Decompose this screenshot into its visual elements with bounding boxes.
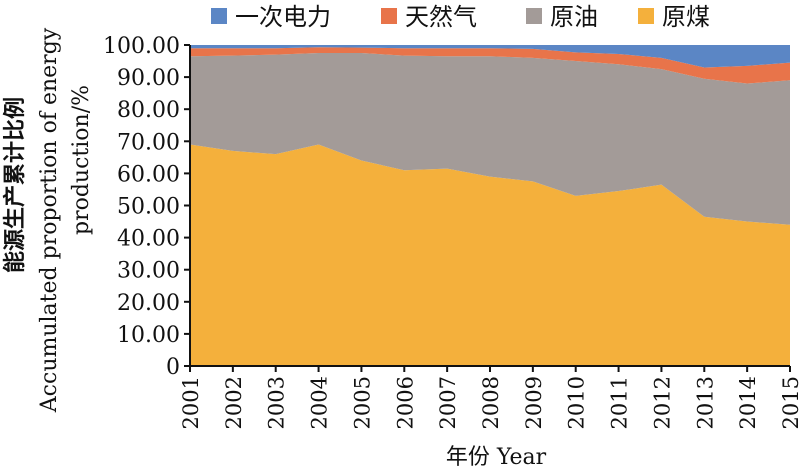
legend-label: 原油 [550,3,598,31]
x-tick-label: 2011 [608,376,632,429]
x-tick-label: 2003 [265,376,289,429]
area-series-1 [190,53,790,225]
area-series-0 [190,144,790,366]
y-tick-label: 10.00 [117,323,180,348]
legend-label: 一次电力 [235,3,331,31]
legend: 一次电力 天然气 原油 原煤 [211,3,710,31]
x-tick-label: 2002 [222,376,246,429]
y-tick-label: 100.00 [103,34,180,59]
x-tick-label: 2007 [436,376,460,429]
y-tick-label: 20.00 [117,291,180,316]
y-tick-label: 60.00 [117,162,180,187]
legend-swatch [526,8,542,24]
x-tick-label: 2001 [179,376,203,429]
y-axis-title-cn: 能源生产累计比例 [2,97,28,273]
x-tick-label: 2009 [522,376,546,429]
y-tick-label: 0 [166,355,180,380]
x-tick-label: 2014 [736,376,760,429]
area-series-3 [190,45,790,68]
y-tick-label: 90.00 [117,66,180,91]
x-tick-label: 2008 [479,376,503,429]
y-axis-title-en-line2: production/% [69,85,94,235]
y-tick-label: 40.00 [117,227,180,252]
y-axis-title-en-line1: Accumulated proportion of energy [37,27,62,413]
x-tick-label: 2010 [565,376,589,429]
x-tick-label: 2013 [693,376,717,429]
legend-swatch [381,8,397,24]
legend-swatch [211,8,227,24]
y-tick-label: 80.00 [117,98,180,123]
area-series-2 [190,47,790,84]
y-tick-label: 70.00 [117,130,180,155]
y-tick-label: 50.00 [117,195,180,220]
legend-swatch [638,8,654,24]
x-tick-label: 2006 [393,376,417,429]
x-ticks: 2001 2002 2003 2004 2005 2006 2007 2008 2009 2010… [179,366,800,429]
x-tick-label: 2012 [650,376,674,429]
y-tick-label: 30.00 [117,259,180,284]
x-tick-label: 2005 [350,376,374,429]
x-axis-title: 年份 Year [446,445,547,470]
x-tick-label: 2015 [779,376,800,429]
legend-label: 天然气 [405,3,477,31]
x-tick-label: 2004 [308,376,332,429]
series-areas [190,45,790,366]
legend-label: 原煤 [662,3,710,31]
y-ticks: 0 10.00 20.00 30.00 40.00 50.00 60.00 70.00 80.0… [103,34,190,380]
